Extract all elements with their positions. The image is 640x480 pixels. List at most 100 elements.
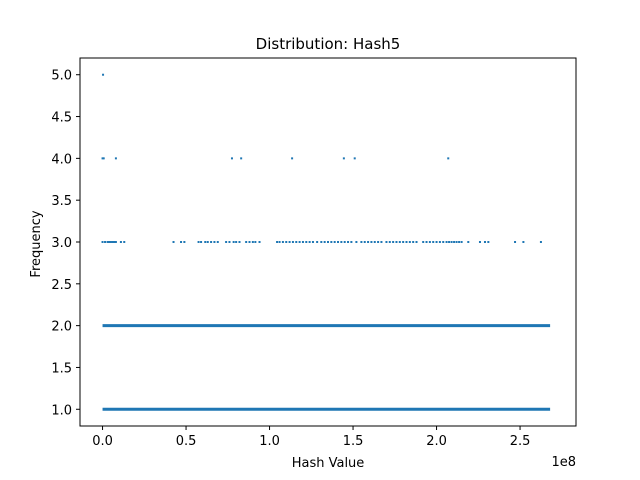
x-tick-label: 2.0 [426,434,447,449]
data-point [238,241,241,243]
data-point [355,241,358,243]
x-tick-label: 1.0 [259,434,280,449]
y-tick-label: 5.0 [51,69,72,84]
data-point [438,241,441,243]
data-point [295,241,298,243]
data-point [102,157,105,160]
data-point [487,241,490,243]
data-point [285,241,288,243]
data-point [180,241,183,243]
data-point [183,241,186,243]
data-point [119,241,122,243]
data-point [276,241,279,243]
data-point [123,241,126,243]
data-point [305,241,308,243]
chart-title: Distribution: Hash5 [256,35,401,53]
x-tick-label: 0.0 [92,434,113,449]
data-point [240,157,243,160]
data-point [422,241,425,243]
data-point [320,241,323,243]
data-point [308,241,311,243]
data-point [200,241,203,243]
data-point [405,241,408,243]
data-point [278,241,281,243]
data-point [104,241,107,243]
data-point [350,241,353,243]
data-point [225,241,228,243]
data-point [467,241,470,243]
x-tick-label: 1.5 [343,434,364,449]
data-point [281,241,284,243]
data-point [206,241,209,243]
data-point [412,241,415,243]
y-tick-label: 1.5 [51,361,72,376]
x-tick-label: 2.5 [510,434,531,449]
data-point [254,241,257,243]
y-tick-label: 3.5 [51,194,72,209]
data-point [363,241,366,243]
data-point [111,241,114,243]
x-axis-offset-label: 1e8 [551,455,576,470]
data-point [172,241,175,243]
data-point [235,241,238,243]
data-point [458,241,461,243]
data-point [442,241,445,243]
data-point [388,241,391,243]
data-point [343,241,346,243]
data-point [385,241,388,243]
data-point [377,241,380,243]
data-point [109,241,112,243]
data-point [392,241,395,243]
data-point [370,241,373,243]
data-point [539,241,542,243]
data-point [402,241,405,243]
data-point [450,241,453,243]
data-point [330,241,333,243]
data-point [288,241,291,243]
data-point [323,241,326,243]
axes-frame [79,57,577,427]
data-point [360,241,363,243]
data-point [197,241,200,243]
y-tick-label: 3.0 [51,236,72,251]
data-point [316,241,319,243]
data-point [114,157,117,160]
data-point [251,241,254,243]
x-axis: 0.0 0.5 1.0 1.5 2.0 2.5 [92,426,530,449]
data-point [210,241,213,243]
data-point [445,241,448,243]
data-point [291,241,294,243]
data-point [101,157,104,160]
data-point [353,157,356,160]
data-point [347,241,350,243]
y-tick-label: 1.0 [51,403,72,418]
y-tick-label: 2.5 [51,278,72,293]
data-point [230,157,233,160]
data-point [453,241,456,243]
data-point [228,241,231,243]
data-point [298,241,301,243]
y-tick-label: 4.0 [51,152,72,167]
data-point [478,241,481,243]
data-point [101,241,104,243]
data-point [291,157,294,160]
data-point [460,241,463,243]
y-axis: 1.0 1.5 2.0 2.5 3.0 3.5 4.0 4.5 5.0 [51,69,80,418]
y-tick-label: 2.0 [51,320,72,335]
data-point [340,241,343,243]
data-point [514,241,517,243]
x-axis-label: Hash Value [292,456,365,471]
data-point [311,241,314,243]
data-point [245,241,248,243]
data-point [428,241,431,243]
data-point [327,241,329,243]
data-point [483,241,486,243]
plot-area [101,73,551,411]
data-point [337,241,340,243]
data-point [248,241,251,243]
y-tick-label: 4.5 [51,111,72,126]
y-axis-label: Frequency [29,210,44,277]
data-point [448,241,451,243]
data-point [373,241,376,243]
